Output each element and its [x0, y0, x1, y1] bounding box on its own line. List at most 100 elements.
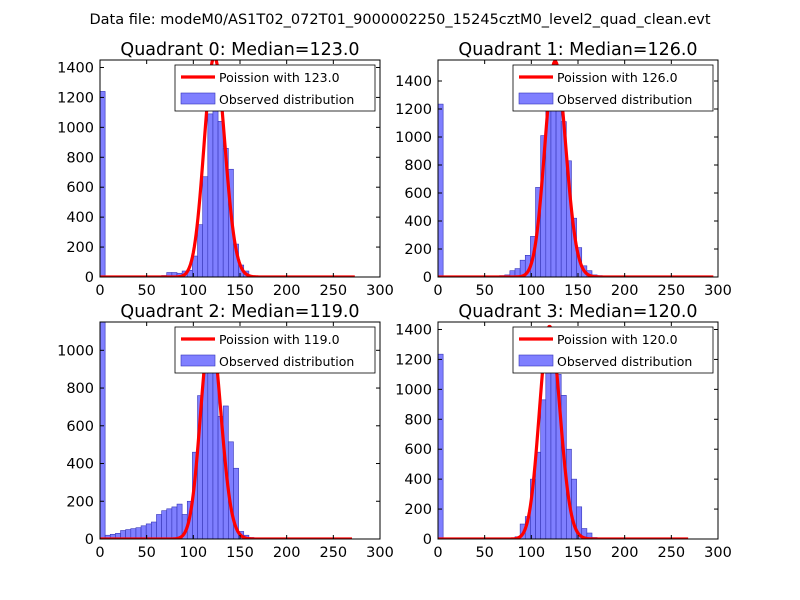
panel-quadrant-2: Quadrant 2: Median=119.0 0 50 100 150 200 250 3… — [57, 302, 394, 561]
y-tick-label: 1200 — [395, 102, 432, 118]
y-tick-label: 600 — [66, 180, 94, 196]
y-tick-label: 0 — [85, 270, 94, 286]
y-tick-label: 0 — [423, 532, 432, 548]
y-tick-label: 1400 — [57, 60, 94, 76]
panel-title: Quadrant 3: Median=120.0 — [458, 302, 697, 322]
histogram-bar — [207, 113, 214, 277]
panel-title: Quadrant 2: Median=119.0 — [120, 302, 359, 322]
x-tick-label: 100 — [517, 545, 545, 561]
x-tick-label: 200 — [273, 283, 301, 299]
y-tick-label: 1000 — [395, 130, 432, 146]
y-tick-label: 400 — [404, 214, 432, 230]
legend-bar-swatch — [518, 92, 554, 105]
y-tick-label: 600 — [404, 442, 432, 458]
histogram-bar — [156, 514, 162, 539]
x-tick-label: 150 — [226, 545, 254, 561]
y-tick-label: 400 — [66, 457, 94, 473]
y-tick-label: 1000 — [57, 120, 94, 136]
x-tick-label: 200 — [611, 283, 639, 299]
figure-title: Data file: modeM0/AS1T02_072T01_90000022… — [89, 12, 710, 28]
x-tick-label: 50 — [475, 283, 493, 299]
legend: Poission with 123.0 Observed distribution — [174, 64, 376, 112]
x-tick-label: 100 — [179, 545, 207, 561]
legend-bar-label: Observed distribution — [219, 92, 354, 107]
poisson-curve — [438, 60, 714, 277]
y-tick-label: 1400 — [395, 322, 432, 338]
histogram-bar — [100, 322, 106, 539]
legend: Poission with 119.0 Observed distribution — [174, 326, 376, 374]
histogram-bar — [176, 503, 183, 539]
histogram-bar — [438, 103, 444, 277]
x-tick-label: 300 — [366, 283, 394, 299]
x-tick-label: 150 — [226, 283, 254, 299]
x-tick-label: 50 — [475, 545, 493, 561]
x-tick-label: 250 — [319, 283, 347, 299]
legend: Poission with 120.0 Observed distribution — [512, 326, 714, 374]
y-tick-label: 400 — [66, 210, 94, 226]
legend-bar-swatch — [180, 354, 216, 367]
histogram-bar — [166, 508, 173, 539]
histogram-bar — [171, 506, 178, 539]
histogram-bar — [233, 467, 239, 539]
legend-bar-label: Observed distribution — [219, 354, 354, 369]
poisson-curve — [438, 324, 689, 539]
x-tick-label: 0 — [95, 283, 104, 299]
y-tick-label: 1400 — [395, 74, 432, 90]
y-tick-label: 200 — [66, 240, 94, 256]
histogram-bar — [197, 224, 203, 277]
histogram-bar — [217, 121, 224, 277]
histogram-bar — [100, 91, 106, 277]
legend-bar-swatch — [180, 92, 216, 105]
x-tick-label: 300 — [704, 545, 732, 561]
x-tick-label: 100 — [179, 283, 207, 299]
histogram-bar — [586, 532, 593, 539]
panel-quadrant-1: Quadrant 1: Median=126.0 0 50 100 150 200 250 3… — [395, 40, 732, 299]
legend-curve-label: Poission with 120.0 — [557, 332, 678, 347]
y-tick-label: 200 — [404, 502, 432, 518]
legend-curve-label: Poission with 123.0 — [219, 70, 340, 85]
histogram-bar — [545, 348, 552, 539]
histogram-bar — [140, 525, 147, 539]
y-tick-label: 1200 — [395, 352, 432, 368]
x-tick-label: 150 — [564, 545, 592, 561]
x-tick-label: 0 — [433, 545, 442, 561]
panel-quadrant-3: Quadrant 3: Median=120.0 0 50 100 150 200 250 3… — [395, 302, 732, 561]
poisson-curve — [100, 329, 353, 539]
x-tick-label: 250 — [657, 545, 685, 561]
x-tick-label: 300 — [366, 545, 394, 561]
y-tick-label: 1000 — [57, 343, 94, 359]
bars — [100, 322, 255, 539]
histogram-bar — [550, 89, 557, 277]
histogram-bar — [212, 104, 219, 277]
histogram-bar — [540, 399, 547, 539]
y-tick-label: 1000 — [395, 382, 432, 398]
legend-bar-swatch — [518, 354, 554, 367]
histogram-bar — [555, 83, 562, 277]
histogram-bar — [202, 176, 209, 277]
y-tick-label: 800 — [404, 158, 432, 174]
histogram-bar — [135, 527, 142, 539]
y-tick-label: 0 — [85, 532, 94, 548]
poisson-curve — [100, 60, 356, 277]
y-tick-label: 200 — [404, 242, 432, 258]
y-tick-label: 400 — [404, 472, 432, 488]
x-tick-label: 250 — [657, 283, 685, 299]
legend-curve-label: Poission with 119.0 — [219, 332, 340, 347]
y-tick-label: 600 — [66, 419, 94, 435]
histogram-bar — [207, 346, 214, 539]
legend: Poission with 126.0 Observed distribution — [512, 64, 714, 112]
panel-quadrant-0: Quadrant 0: Median=123.0 0 50 100 150 200 250 3… — [57, 40, 394, 299]
panel-title: Quadrant 0: Median=123.0 — [120, 40, 359, 60]
x-tick-label: 0 — [95, 545, 104, 561]
x-tick-label: 200 — [273, 545, 301, 561]
x-tick-label: 200 — [611, 545, 639, 561]
x-tick-label: 0 — [433, 283, 442, 299]
x-tick-label: 50 — [137, 283, 155, 299]
y-tick-label: 600 — [404, 186, 432, 202]
panel-title: Quadrant 1: Median=126.0 — [458, 40, 697, 60]
x-tick-label: 100 — [517, 283, 545, 299]
y-tick-label: 800 — [66, 381, 94, 397]
x-tick-label: 300 — [704, 283, 732, 299]
y-tick-label: 800 — [66, 150, 94, 166]
x-tick-label: 50 — [137, 545, 155, 561]
